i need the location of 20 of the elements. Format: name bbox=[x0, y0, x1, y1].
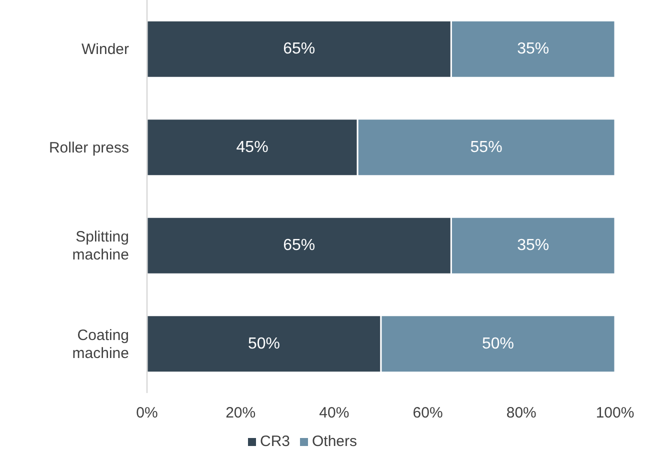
legend-label: Others bbox=[312, 433, 358, 450]
data-label: 35% bbox=[517, 40, 550, 58]
x-tick-label: 60% bbox=[412, 404, 443, 422]
y-tick-label: Winder bbox=[81, 40, 129, 58]
x-tick-label: 0% bbox=[136, 404, 158, 422]
x-tick-label: 20% bbox=[226, 404, 256, 422]
x-tick-label: 80% bbox=[506, 404, 536, 422]
y-tick-label: Coating machine bbox=[72, 326, 129, 362]
data-label: 50% bbox=[482, 335, 514, 352]
data-label: 65% bbox=[283, 237, 316, 254]
y-tick-label: Splitting machine bbox=[72, 228, 129, 264]
data-label: 65% bbox=[283, 40, 316, 58]
x-tick-label: 100% bbox=[596, 404, 634, 422]
y-tick-label: Roller press bbox=[48, 138, 129, 156]
data-label: 55% bbox=[470, 138, 502, 156]
x-tick-label: 40% bbox=[319, 404, 350, 422]
legend-label: CR3 bbox=[260, 433, 290, 450]
data-label: 45% bbox=[236, 138, 268, 156]
data-label: 35% bbox=[517, 237, 550, 254]
data-label: 50% bbox=[248, 335, 280, 352]
